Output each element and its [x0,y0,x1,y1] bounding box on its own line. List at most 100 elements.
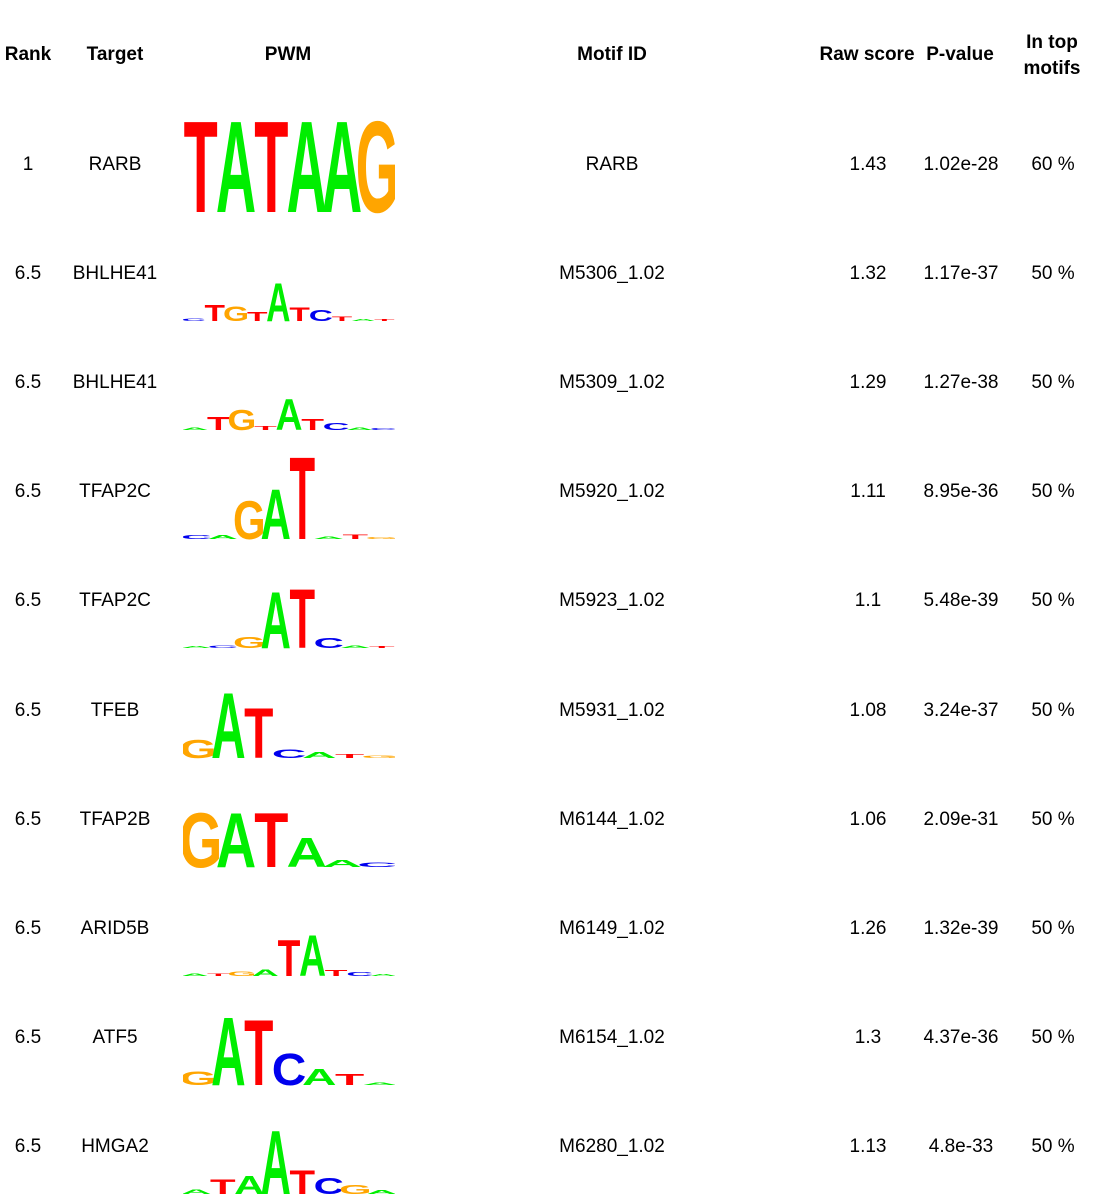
in-top-cell: 50 % [1031,1136,1075,1157]
target-cell: ARID5B [80,918,150,939]
raw-score-cell: 1.32 [849,263,887,284]
p-value-cell: 8.95e-36 [923,481,999,502]
logo-letter-a: A [367,1189,395,1195]
logo-letter-t: T [325,969,349,978]
logo-letter-t: T [210,1176,236,1196]
logo-letter-t: T [332,315,353,322]
header-in-top-motifs: In top motifs [1023,32,1081,79]
logo-letter-a: A [211,672,246,760]
header-p-value: P-value [926,44,994,65]
logo-letter-t: T [301,416,324,432]
header-target: Target [86,44,144,65]
logo-letter-c: C [309,307,333,323]
logo-letter-g: G [233,634,266,650]
motif-id-cell: M5309_1.02 [559,372,665,393]
raw-score-cell: 1.43 [849,154,887,175]
raw-score-cell: 1.29 [849,372,887,393]
target-cell: BHLHE41 [72,372,158,393]
p-value-cell: 1.27e-38 [923,372,999,393]
logo-letter-a: A [287,830,327,869]
rank-cell: 6.5 [14,372,42,393]
motif-id-cell: M6280_1.02 [559,1136,665,1157]
target-cell: BHLHE41 [72,263,158,284]
target-cell: RARB [88,154,142,175]
logo-letter-g: G [227,405,256,432]
logo-letter-a: A [183,426,208,430]
raw-score-cell: 1.11 [850,481,886,502]
p-value-cell: 4.8e-33 [928,1136,994,1157]
logo-letter-t: T [244,999,273,1087]
rank-cell: 6.5 [14,1027,42,1048]
logo-letter-t: T [244,693,273,760]
logo-letter-c: C [370,427,395,430]
raw-score-cell: 1.06 [849,809,887,830]
motif-id-cell: M5931_1.02 [559,700,665,721]
rank-cell: 6.5 [14,1136,42,1157]
logo-letter-a: A [261,475,291,541]
logo-letter-t: T [335,753,365,759]
motif-id-cell: M5306_1.02 [559,263,665,284]
p-value-cell: 3.24e-37 [923,700,999,721]
rank-cell: 6.5 [14,590,42,611]
logo-letter-c: C [208,645,238,649]
raw-score-cell: 1.3 [854,1027,882,1048]
logo-letter-t: T [254,110,288,214]
logo-letter-t: T [207,414,230,432]
rank-cell: 6.5 [14,481,42,502]
rank-cell: 6.5 [14,918,42,939]
raw-score-cell: 1.1 [854,590,882,611]
motif-id-cell: M6144_1.02 [559,809,665,830]
logo-letter-a: A [302,1064,337,1087]
logo-letter-g: G [356,110,395,214]
logo-letter-a: A [211,997,246,1087]
logo-letter-g: G [183,797,222,869]
logo-letter-c: C [272,748,307,760]
in-top-cell: 50 % [1031,481,1075,502]
target-cell: TFAP2B [79,809,151,830]
in-top-cell: 50 % [1031,263,1075,284]
logo-letter-a: A [183,1188,211,1195]
header-motif-id: Motif ID [577,44,647,65]
rank-cell: 6.5 [14,263,42,284]
logo-letter-a: A [287,110,327,214]
logo-letter-a: A [322,110,362,214]
target-cell: HMGA2 [81,1136,149,1157]
logo-letter-a: A [266,272,290,323]
logo-letter-a: A [216,110,256,214]
target-cell: TFAP2C [79,481,151,502]
in-top-cell: 50 % [1031,1027,1075,1048]
logo-letter-g: G [339,1182,372,1196]
logo-letter-g: G [227,970,256,977]
raw-score-cell: 1.26 [849,918,887,939]
motif-id-cell: M6149_1.02 [559,918,665,939]
logo-letter-a: A [208,534,238,540]
header-pwm: PWM [264,44,312,65]
logo-letter-t: T [374,319,395,322]
logo-letter-a: A [261,575,291,650]
logo-letter-t: T [278,929,301,978]
logo-letter-c: C [314,635,344,650]
target-cell: TFAP2C [79,590,151,611]
logo-letter-a: A [314,536,344,540]
logo-letter-t: T [289,1164,315,1196]
logo-letter-t: T [184,110,218,214]
logo-letter-t: T [254,797,288,869]
p-value-cell: 4.37e-36 [923,1027,999,1048]
raw-score-cell: 1.13 [849,1136,887,1157]
logo-letter-a: A [183,972,208,976]
rank-cell: 1 [22,154,34,175]
logo-letter-a: A [363,1082,395,1086]
logo-letter-c: C [357,861,395,868]
logo-letter-c: C [314,1173,344,1196]
in-top-cell: 50 % [1031,809,1075,830]
in-top-cell: 50 % [1031,372,1075,393]
target-cell: ATF5 [92,1027,138,1048]
raw-score-cell: 1.08 [849,700,887,721]
logo-letter-a: A [351,319,375,322]
logo-letter-t: T [342,533,368,540]
